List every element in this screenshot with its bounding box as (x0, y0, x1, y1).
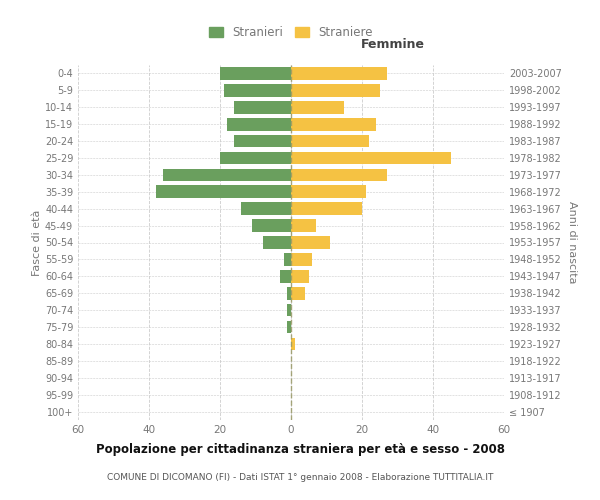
Bar (280, 270, 291, 282)
Text: Femmine: Femmine (361, 38, 425, 51)
Bar (291, 220, 316, 232)
Bar (291, 186, 365, 198)
Bar (241, 202, 291, 215)
Bar (156, 186, 291, 198)
Bar (263, 236, 291, 249)
Bar (291, 134, 369, 147)
Text: Popolazione per cittadinanza straniera per età e sesso - 2008: Popolazione per cittadinanza straniera p… (95, 442, 505, 456)
Bar (291, 338, 295, 350)
Bar (252, 220, 291, 232)
Bar (291, 84, 380, 96)
Bar (291, 287, 305, 300)
Bar (227, 118, 291, 130)
Legend: Stranieri, Straniere: Stranieri, Straniere (204, 21, 378, 44)
Bar (291, 168, 387, 181)
Bar (291, 101, 344, 114)
Bar (220, 152, 291, 164)
Bar (287, 287, 291, 300)
Bar (291, 253, 313, 266)
Bar (234, 134, 291, 147)
Y-axis label: Fasce di età: Fasce di età (32, 210, 42, 276)
Bar (291, 270, 309, 282)
Bar (291, 236, 330, 249)
Bar (234, 101, 291, 114)
Y-axis label: Anni di nascita: Anni di nascita (567, 201, 577, 284)
Bar (291, 152, 451, 164)
Bar (220, 67, 291, 80)
Bar (284, 253, 291, 266)
Text: COMUNE DI DICOMANO (FI) - Dati ISTAT 1° gennaio 2008 - Elaborazione TUTTITALIA.I: COMUNE DI DICOMANO (FI) - Dati ISTAT 1° … (107, 472, 493, 482)
Bar (163, 168, 291, 181)
Bar (224, 84, 291, 96)
Bar (291, 67, 387, 80)
Bar (287, 320, 291, 334)
Bar (291, 118, 376, 130)
Bar (287, 304, 291, 316)
Bar (291, 202, 362, 215)
